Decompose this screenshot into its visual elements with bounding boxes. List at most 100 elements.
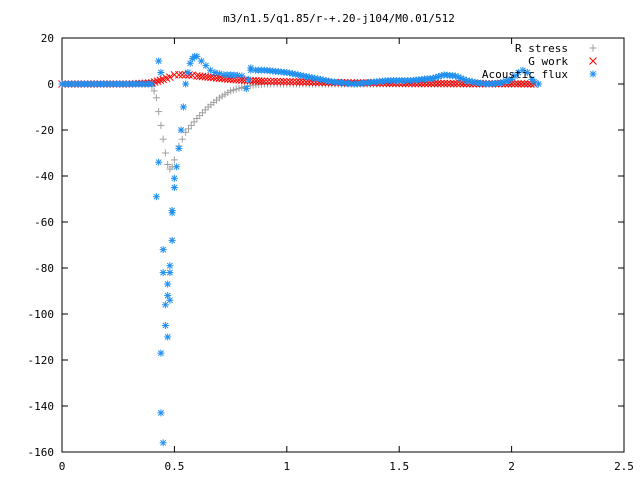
data-point <box>161 149 169 157</box>
chart-title: m3/n1.5/q1.85/r-+.20-j104/M0.01/512 <box>223 12 455 25</box>
data-point <box>170 174 178 182</box>
data-point <box>279 77 288 86</box>
data-point <box>166 269 174 277</box>
data-point <box>211 69 219 76</box>
legend-label: Acoustic flux <box>482 68 568 81</box>
data-point <box>299 78 307 86</box>
data-point <box>164 280 172 288</box>
y-tick-label: -120 <box>28 354 55 367</box>
data-point <box>159 439 167 447</box>
data-point <box>446 79 455 88</box>
data-point <box>166 296 174 304</box>
data-point <box>173 163 181 171</box>
data-point <box>514 79 522 88</box>
data-point <box>175 144 183 152</box>
data-point <box>270 77 278 86</box>
data-point <box>170 156 178 164</box>
data-point <box>161 301 169 309</box>
data-point <box>257 77 266 85</box>
data-point <box>155 108 163 116</box>
legend-label: G work <box>528 55 568 68</box>
data-point <box>510 79 519 88</box>
data-point <box>152 193 160 201</box>
data-point <box>157 69 165 76</box>
data-point <box>266 77 275 86</box>
data-point <box>166 73 174 81</box>
data-point <box>182 80 190 88</box>
data-point <box>156 76 165 85</box>
data-point <box>166 262 174 270</box>
plot-border <box>61 37 625 453</box>
data-point <box>468 78 476 86</box>
x-tick-label: 2 <box>508 460 515 473</box>
data-point <box>177 126 185 134</box>
data-point <box>517 80 526 88</box>
data-point <box>159 135 167 143</box>
data-point <box>155 57 163 65</box>
data-point <box>449 79 458 88</box>
y-tick-label: -60 <box>34 216 54 229</box>
legend-marker <box>589 44 597 52</box>
data-point <box>276 77 285 86</box>
x-tick-label: 1.5 <box>389 460 409 473</box>
series-acoustic-flux <box>58 52 543 447</box>
data-point <box>202 62 210 70</box>
data-point <box>197 57 205 65</box>
x-tick-label: 1 <box>283 460 290 473</box>
data-point <box>178 135 186 143</box>
series-layer <box>58 52 543 447</box>
data-point <box>155 158 163 166</box>
data-point <box>254 77 263 85</box>
data-point <box>249 76 257 85</box>
data-point <box>164 161 172 168</box>
data-point <box>164 333 172 341</box>
data-point <box>245 75 253 83</box>
data-point <box>273 77 282 86</box>
data-point <box>175 70 183 79</box>
data-point <box>286 77 294 86</box>
series-r-stress <box>58 80 538 173</box>
data-point <box>215 70 223 78</box>
data-point <box>242 85 250 93</box>
data-point <box>260 77 269 86</box>
data-point <box>150 87 158 95</box>
data-point <box>443 79 452 88</box>
data-point <box>433 79 442 88</box>
data-point <box>252 77 260 85</box>
data-point <box>184 69 192 76</box>
data-point <box>437 79 445 88</box>
data-point <box>282 77 291 86</box>
legend-marker <box>589 70 597 78</box>
legend-marker <box>589 57 597 65</box>
data-point <box>159 246 167 254</box>
data-point <box>153 77 162 85</box>
data-point <box>179 103 187 111</box>
x-tick-label: 2.5 <box>614 460 634 473</box>
data-point <box>157 349 165 357</box>
y-tick-label: -140 <box>28 400 55 413</box>
data-point <box>193 52 201 60</box>
data-point <box>263 77 272 86</box>
y-tick-label: -160 <box>28 446 55 459</box>
data-point <box>157 409 165 417</box>
data-point <box>292 78 301 86</box>
data-point <box>302 78 310 86</box>
data-point <box>289 77 298 86</box>
data-point <box>168 236 176 244</box>
data-point <box>161 322 169 329</box>
data-point <box>440 79 449 88</box>
data-point <box>453 79 461 88</box>
y-tick-label: 20 <box>41 32 54 45</box>
y-tick-label: 0 <box>47 78 54 91</box>
data-point <box>168 207 176 214</box>
data-point <box>535 80 543 88</box>
data-point <box>295 78 304 86</box>
y-tick-label: -80 <box>34 262 54 275</box>
data-point <box>238 72 246 80</box>
data-point <box>152 94 160 102</box>
data-point <box>170 184 178 191</box>
data-point <box>523 69 531 76</box>
data-point <box>148 80 156 88</box>
